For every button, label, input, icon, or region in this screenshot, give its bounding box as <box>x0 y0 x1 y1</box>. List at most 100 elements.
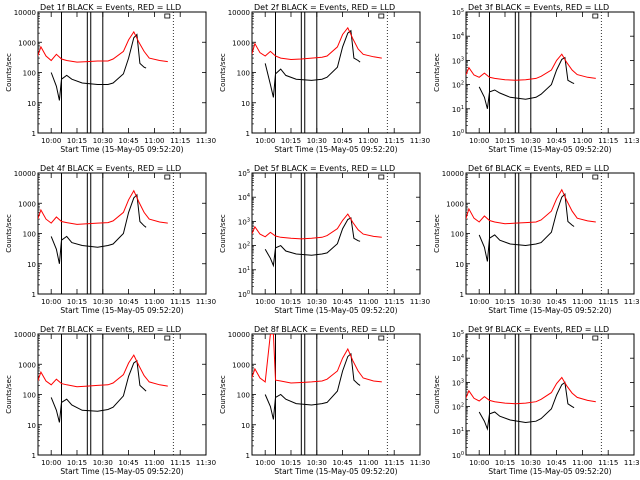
y-axis-label: Counts/sec <box>219 214 227 253</box>
y-tick-label: 10000 <box>228 9 250 17</box>
x-tick-label: 10:30 <box>93 459 113 467</box>
series-line-lld <box>466 376 596 405</box>
panel-title: Det 4f BLACK = Events, RED = LLD <box>40 164 181 173</box>
panel-8: Det 8f BLACK = Events, RED = LLD 1 10 100 10… <box>219 325 430 476</box>
x-tick-label: 11:00 <box>358 298 378 306</box>
y-tick-label: 103 <box>452 56 464 65</box>
y-axis-label: Counts/sec <box>5 375 13 414</box>
x-tick-label: 10:00 <box>255 137 275 145</box>
x-tick-label: 11:15 <box>598 298 618 306</box>
y-axis-label: Counts/sec <box>219 53 227 92</box>
y-tick-label: 1000 <box>18 200 36 208</box>
x-tick-label: 11:15 <box>384 298 404 306</box>
y-tick-label: 10000 <box>14 9 36 17</box>
y-tick-label: 1000 <box>18 361 36 369</box>
panel-6: Det 6f BLACK = Events, RED = LLD 1 10 100 10… <box>433 164 640 315</box>
x-tick-label: 10:45 <box>333 137 353 145</box>
series-line-lld <box>38 30 168 63</box>
plot-frame <box>37 11 207 134</box>
x-tick-label: 10:30 <box>521 459 541 467</box>
x-tick-label: 10:15 <box>281 459 301 467</box>
legend-box-icon <box>164 13 171 19</box>
y-tick-label: 103 <box>238 217 250 226</box>
y-tick-label: 10 <box>455 261 464 269</box>
x-tick-label: 10:15 <box>67 459 87 467</box>
x-tick-label: 10:15 <box>67 298 87 306</box>
x-tick-label: 11:30 <box>624 298 640 306</box>
y-tick-label: 1000 <box>446 200 464 208</box>
legend-box-icon <box>592 13 599 19</box>
x-axis-label: Start Time (15-May-05 09:52:20) <box>488 145 611 154</box>
series-line-lld <box>466 53 596 81</box>
series-line-events <box>478 381 575 431</box>
y-tick-label: 100 <box>237 392 250 400</box>
y-tick-label: 1000 <box>232 39 250 47</box>
series-line-events <box>50 193 147 264</box>
y-tick-label: 100 <box>451 231 464 239</box>
y-tick-label: 104 <box>452 32 464 41</box>
y-tick-label: 1 <box>32 452 36 460</box>
x-tick-label: 11:30 <box>196 137 216 145</box>
plot-frame <box>465 333 635 456</box>
x-tick-label: 10:45 <box>333 459 353 467</box>
x-tick-label: 11:00 <box>358 137 378 145</box>
legend-box-icon <box>592 335 599 341</box>
y-tick-label: 101 <box>452 427 464 436</box>
series-line-lld <box>252 334 382 384</box>
y-tick-label: 100 <box>452 129 464 138</box>
legend-box-icon <box>378 174 385 180</box>
x-tick-label: 10:45 <box>119 459 139 467</box>
y-tick-label: 10 <box>27 422 36 430</box>
y-tick-label: 105 <box>452 330 464 339</box>
series-line-lld <box>38 189 168 225</box>
legend-box-icon <box>164 174 171 180</box>
y-tick-label: 105 <box>452 8 464 17</box>
series-line-events <box>264 217 361 268</box>
x-tick-label: 10:00 <box>255 459 275 467</box>
y-axis-label: Counts/sec <box>5 214 13 253</box>
x-tick-label: 10:45 <box>547 459 567 467</box>
series-line-events <box>50 359 147 423</box>
y-tick-label: 104 <box>452 354 464 363</box>
series-line-lld <box>252 26 382 61</box>
y-tick-label: 105 <box>238 169 250 178</box>
x-tick-label: 10:30 <box>93 137 113 145</box>
panel-title: Det 3f BLACK = Events, RED = LLD <box>468 3 609 12</box>
x-tick-label: 10:00 <box>41 298 61 306</box>
series-line-events <box>264 352 361 420</box>
y-tick-label: 10000 <box>14 170 36 178</box>
plot-frame <box>37 333 207 456</box>
x-tick-label: 11:15 <box>384 459 404 467</box>
x-axis-label: Start Time (15-May-05 09:52:20) <box>60 306 183 315</box>
y-tick-label: 10000 <box>14 331 36 339</box>
series-line-lld <box>252 213 382 240</box>
y-tick-label: 102 <box>452 81 464 90</box>
y-tick-label: 1 <box>246 130 250 138</box>
y-tick-label: 10000 <box>442 170 464 178</box>
y-axis-label: Counts/sec <box>433 53 441 92</box>
panel-7: Det 7f BLACK = Events, RED = LLD 1 10 100 10… <box>5 325 216 476</box>
x-tick-label: 10:00 <box>41 459 61 467</box>
y-tick-label: 102 <box>452 403 464 412</box>
panel-4: Det 4f BLACK = Events, RED = LLD 1 10 100 10… <box>5 164 216 315</box>
x-axis-label: Start Time (15-May-05 09:52:20) <box>60 467 183 476</box>
x-tick-label: 11:00 <box>572 298 592 306</box>
series-line-events <box>50 33 147 101</box>
y-tick-label: 100 <box>23 392 36 400</box>
x-tick-label: 10:45 <box>547 298 567 306</box>
x-tick-label: 11:00 <box>144 137 164 145</box>
x-tick-label: 10:30 <box>521 137 541 145</box>
x-tick-label: 11:15 <box>598 459 618 467</box>
x-tick-label: 11:15 <box>170 298 190 306</box>
x-axis-label: Start Time (15-May-05 09:52:20) <box>274 306 397 315</box>
panel-title: Det 1f BLACK = Events, RED = LLD <box>40 3 181 12</box>
legend-box-icon <box>592 174 599 180</box>
panel-3: Det 3f BLACK = Events, RED = LLD 100 101 10… <box>433 3 640 154</box>
plot-frame <box>251 172 421 295</box>
panel-9: Det 9f BLACK = Events, RED = LLD 100 101 10… <box>433 325 640 476</box>
x-tick-label: 11:15 <box>384 137 404 145</box>
panel-2: Det 2f BLACK = Events, RED = LLD 1 10 100 10… <box>219 3 430 154</box>
x-tick-label: 10:15 <box>67 137 87 145</box>
panel-title: Det 5f BLACK = Events, RED = LLD <box>254 164 395 173</box>
y-tick-label: 1 <box>32 130 36 138</box>
